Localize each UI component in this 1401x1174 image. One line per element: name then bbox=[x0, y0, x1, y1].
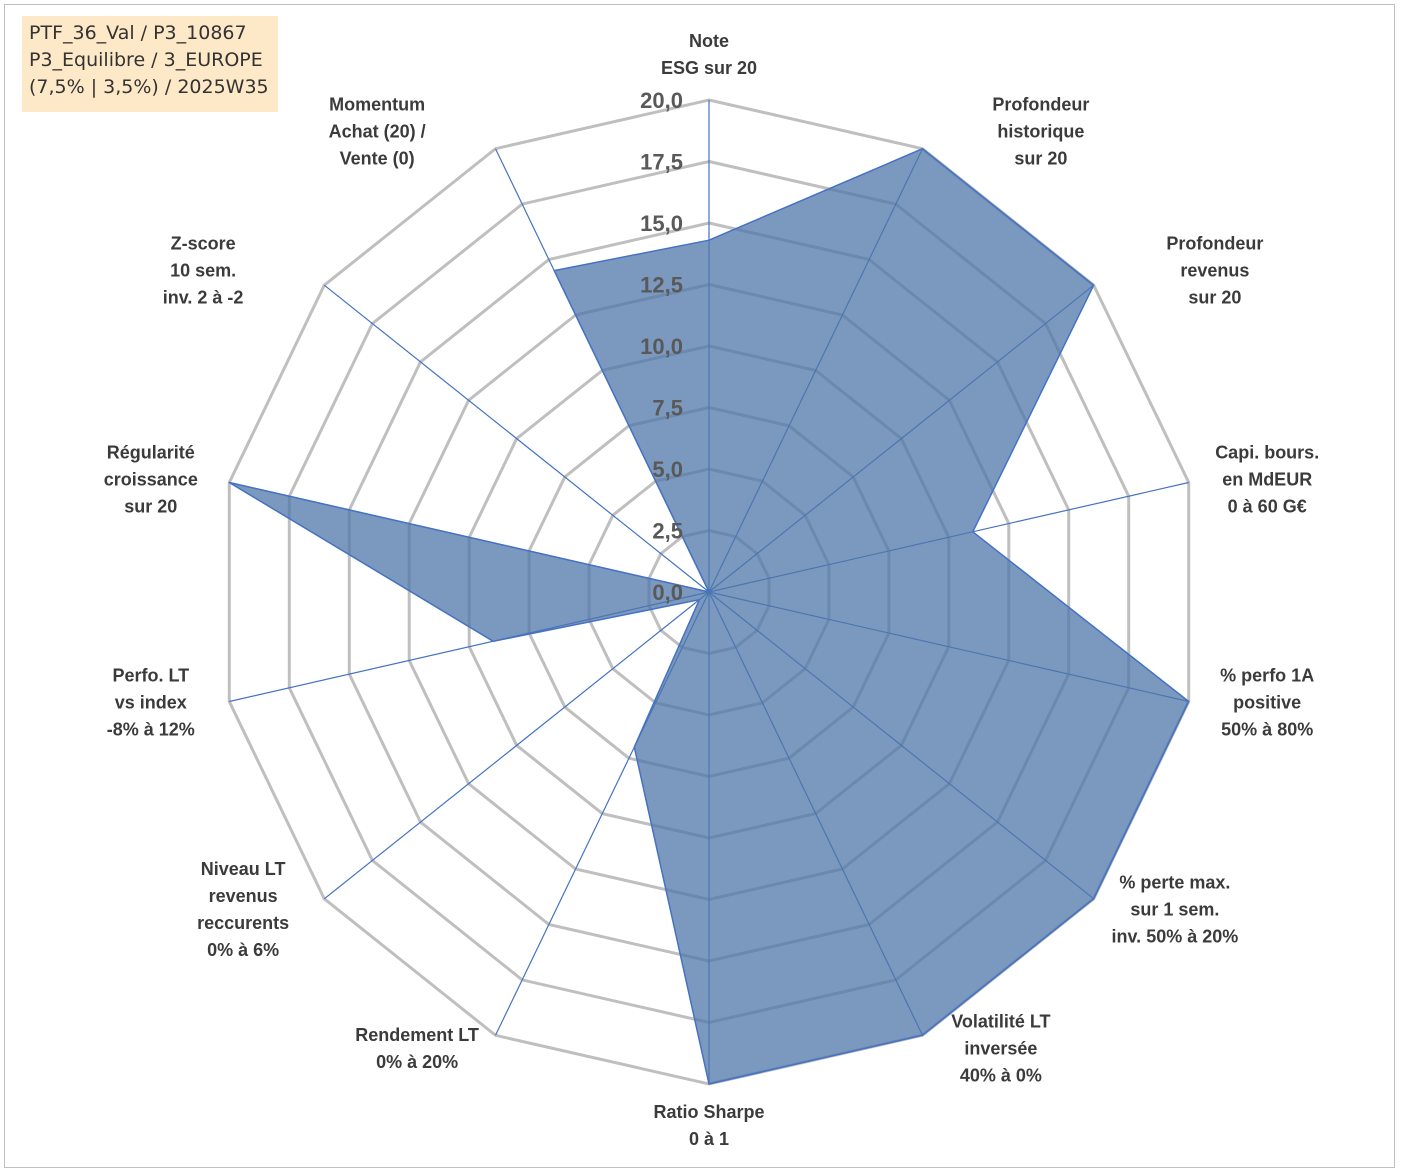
category-label: 10 sem. bbox=[170, 260, 236, 280]
category-label: inversée bbox=[964, 1039, 1037, 1059]
category-label: 0 à 60 G€ bbox=[1228, 497, 1307, 517]
tick-label: 10,0 bbox=[640, 334, 683, 359]
category-label: en MdEUR bbox=[1222, 470, 1312, 490]
category-label: 40% à 0% bbox=[960, 1066, 1042, 1086]
category-label: Perfo. LT bbox=[112, 665, 189, 685]
category-label: 50% à 80% bbox=[1221, 719, 1313, 739]
category-label: Profondeur bbox=[1166, 233, 1263, 253]
category-label: 0% à 20% bbox=[376, 1052, 458, 1072]
axis-spoke bbox=[323, 284, 710, 593]
category-label: sur 20 bbox=[1014, 149, 1067, 169]
category-label: 0% à 6% bbox=[207, 940, 279, 960]
category-label: Niveau LT bbox=[201, 859, 286, 879]
tick-label: 2,5 bbox=[652, 519, 683, 544]
category-label: croissance bbox=[104, 470, 198, 490]
tick-label: 5,0 bbox=[652, 457, 683, 482]
category-label: inv. 2 à -2 bbox=[163, 287, 244, 307]
category-label: Achat (20) / bbox=[329, 122, 426, 142]
category-label: ESG sur 20 bbox=[661, 58, 757, 78]
category-label: revenus bbox=[209, 886, 278, 906]
tick-label: 20,0 bbox=[640, 88, 683, 113]
category-label: sur 1 sem. bbox=[1130, 900, 1219, 920]
category-label: positive bbox=[1233, 692, 1301, 712]
category-label: 0 à 1 bbox=[689, 1129, 729, 1149]
category-label: Momentum bbox=[329, 95, 425, 115]
category-labels: Note ESG sur 20 Profondeur historique sur 20… bbox=[104, 31, 1319, 1149]
category-label: Volatilité LT bbox=[951, 1012, 1050, 1032]
category-label: Z-score bbox=[171, 233, 236, 253]
category-label: vs index bbox=[115, 692, 187, 712]
category-label: Profondeur bbox=[992, 95, 1089, 115]
series-area bbox=[228, 147, 1190, 1085]
category-label: Ratio Sharpe bbox=[653, 1102, 764, 1122]
info-line-1: PTF_36_Val / P3_10867 bbox=[29, 22, 247, 44]
tick-label: 15,0 bbox=[640, 211, 683, 236]
category-label: % perte max. bbox=[1119, 873, 1230, 893]
category-label: sur 20 bbox=[1188, 287, 1241, 307]
radial-tick-labels: 0,0 2,5 5,0 7,5 10,0 12,5 15,0 17,5 20,0 bbox=[640, 88, 683, 605]
category-label: Régularité bbox=[107, 443, 195, 463]
radar-series bbox=[228, 147, 1190, 1085]
category-label: % perfo 1A bbox=[1220, 665, 1314, 685]
tick-label: 17,5 bbox=[640, 150, 683, 175]
category-label: Capi. bours. bbox=[1215, 443, 1319, 463]
category-label: reccurents bbox=[197, 913, 289, 933]
info-line-3: (7,5% | 3,5%) / 2025W35 bbox=[29, 76, 269, 98]
category-label: Note bbox=[689, 31, 729, 51]
info-line-2: P3_Equilibre / 3_EUROPE bbox=[29, 49, 263, 71]
category-label: revenus bbox=[1180, 260, 1249, 280]
category-label: Rendement LT bbox=[355, 1025, 479, 1045]
category-label: sur 20 bbox=[124, 497, 177, 517]
axis-spoke bbox=[323, 591, 710, 900]
category-label: -8% à 12% bbox=[107, 719, 195, 739]
category-label: inv. 50% à 20% bbox=[1112, 927, 1239, 947]
category-label: Vente (0) bbox=[340, 149, 415, 169]
tick-label: 12,5 bbox=[640, 273, 683, 298]
category-label: historique bbox=[997, 122, 1084, 142]
tick-label: 0,0 bbox=[652, 580, 683, 605]
tick-label: 7,5 bbox=[652, 396, 683, 421]
portfolio-info-box: PTF_36_Val / P3_10867 P3_Equilibre / 3_E… bbox=[22, 16, 278, 112]
